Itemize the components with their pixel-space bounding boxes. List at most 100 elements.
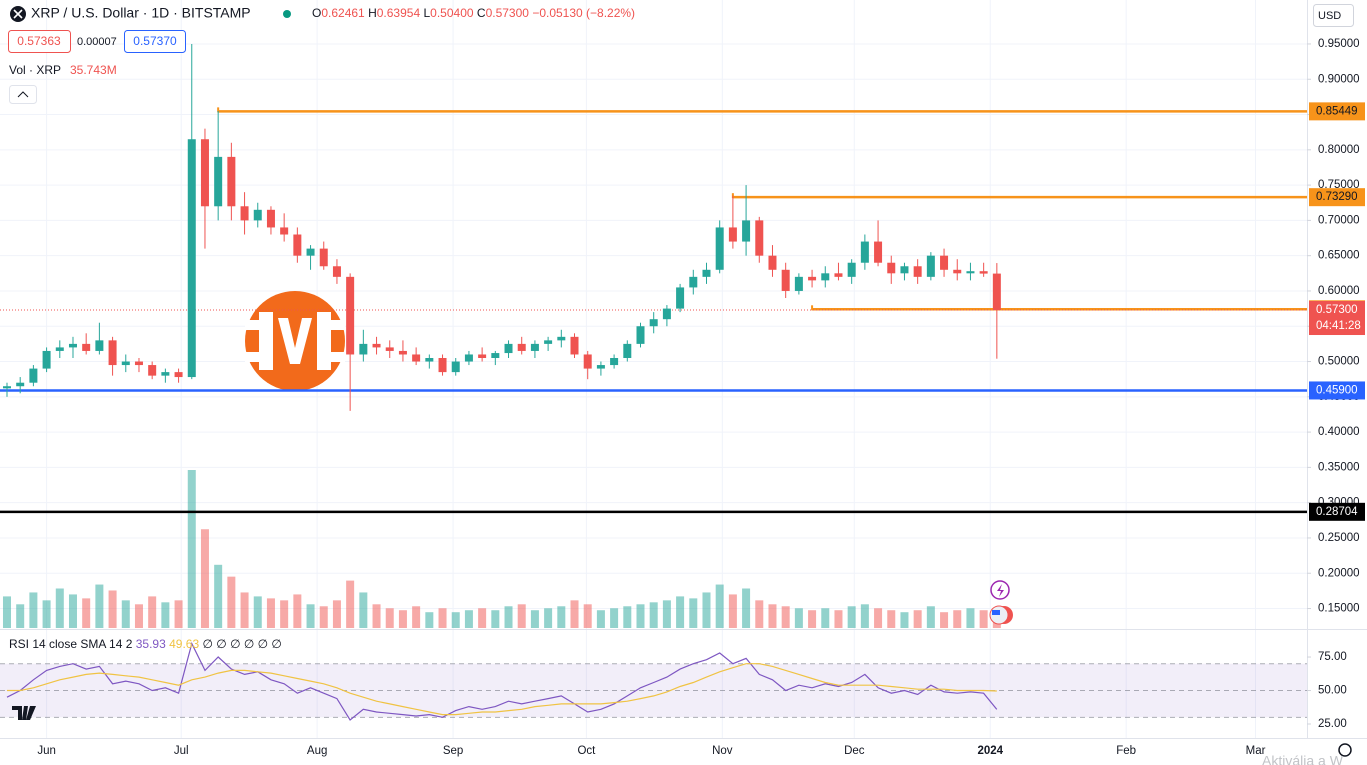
rsi-extra: ∅ ∅ ∅ ∅ ∅ ∅ bbox=[203, 637, 282, 651]
candle-body bbox=[42, 350, 51, 369]
candle-body bbox=[121, 361, 130, 366]
volume-bar bbox=[953, 610, 962, 628]
settings-button[interactable] bbox=[1338, 743, 1352, 757]
volume-bar bbox=[544, 608, 553, 628]
ohlc-value: 0.63954 bbox=[377, 6, 421, 20]
ohlc: O0.62461 H0.63954 L0.50400 C0.57300 −0.0… bbox=[312, 6, 635, 20]
volume-bar bbox=[570, 600, 579, 628]
volume-bar bbox=[438, 608, 447, 628]
candle-body bbox=[728, 227, 737, 242]
candle-body bbox=[557, 336, 566, 341]
candle-body bbox=[649, 319, 658, 327]
level-label-box bbox=[1309, 188, 1365, 207]
rsi-line bbox=[6, 641, 998, 721]
volume-bar bbox=[662, 600, 671, 628]
candle-body bbox=[148, 365, 157, 376]
volume-bar bbox=[530, 610, 539, 628]
candle-body bbox=[966, 271, 975, 274]
level-label: 0.73290 bbox=[1316, 191, 1358, 203]
last-price-label: 0.57300 bbox=[1316, 304, 1358, 316]
event-icon-glyph bbox=[997, 584, 1004, 597]
volume-bar bbox=[808, 610, 817, 628]
candle-body bbox=[860, 241, 869, 263]
volume-bar bbox=[55, 588, 64, 628]
level-label: 0.28704 bbox=[1316, 506, 1358, 518]
volume-bar bbox=[451, 612, 460, 628]
candle-body bbox=[464, 354, 473, 362]
candle-body bbox=[82, 343, 91, 351]
volume-label: Vol · XRP bbox=[9, 63, 61, 77]
volume-bar bbox=[517, 604, 526, 628]
y-tick-label: 0.40000 bbox=[1318, 426, 1360, 438]
level-label-box bbox=[1309, 381, 1365, 400]
candle-body bbox=[504, 343, 513, 354]
volume-bar bbox=[108, 590, 117, 628]
volume-bar bbox=[385, 608, 394, 628]
candle-body bbox=[214, 156, 223, 207]
candle-body bbox=[808, 276, 817, 281]
candle-body bbox=[544, 340, 553, 344]
volume-bar bbox=[2, 596, 11, 628]
candle-body bbox=[662, 308, 671, 320]
collapse-icon bbox=[17, 91, 29, 98]
candle-body bbox=[29, 368, 38, 383]
candle-body bbox=[702, 269, 711, 277]
y-tick-label: 0.80000 bbox=[1318, 144, 1360, 156]
level-label-box bbox=[1309, 502, 1365, 521]
candle-body bbox=[676, 287, 685, 309]
y-tick-label: 0.65000 bbox=[1318, 250, 1360, 262]
rsi-line bbox=[7, 663, 997, 716]
volume-bar bbox=[425, 612, 434, 628]
volume-bar bbox=[940, 612, 949, 628]
candle-body bbox=[2, 386, 11, 389]
volume-bar bbox=[966, 608, 975, 628]
event-icons bbox=[989, 580, 1013, 625]
candle-body bbox=[55, 347, 64, 351]
ohlc-value: 0.50400 bbox=[430, 6, 474, 20]
candle-body bbox=[174, 372, 183, 378]
volume-bar bbox=[926, 606, 935, 628]
volume-bar bbox=[174, 600, 183, 628]
rsi-tick-label: 50.00 bbox=[1318, 685, 1347, 697]
ohlc-key: L bbox=[423, 6, 430, 20]
candle-body bbox=[438, 358, 447, 373]
y-tick-label: 0.70000 bbox=[1318, 214, 1360, 226]
candle-body bbox=[940, 255, 949, 270]
candle-body bbox=[623, 343, 632, 359]
volume-bar bbox=[68, 594, 77, 628]
volume-bar bbox=[148, 596, 157, 628]
tv-logo bbox=[12, 706, 36, 720]
currency-button[interactable] bbox=[1313, 4, 1354, 27]
volume-bar bbox=[29, 592, 38, 628]
volume-bar bbox=[266, 598, 275, 628]
volume-bar bbox=[702, 592, 711, 628]
candle-body bbox=[979, 271, 988, 274]
market-status[interactable] bbox=[283, 10, 291, 18]
candle-body bbox=[596, 365, 605, 369]
volume-bar bbox=[887, 610, 896, 628]
volume-bar bbox=[134, 604, 143, 628]
volume-bar bbox=[874, 608, 883, 628]
bid-box[interactable] bbox=[8, 30, 71, 53]
candle-body bbox=[689, 276, 698, 288]
y-tick-label: 0.35000 bbox=[1318, 461, 1360, 473]
candle-body bbox=[240, 206, 249, 221]
candle-body bbox=[887, 262, 896, 274]
candle-body bbox=[742, 220, 751, 242]
candle-body bbox=[781, 269, 790, 291]
rsi-name: RSI 14 close SMA 14 2 bbox=[9, 637, 133, 651]
change: −0.05130 (−8.22%) bbox=[532, 6, 635, 20]
candle-body bbox=[200, 139, 209, 207]
ask-box[interactable] bbox=[124, 30, 186, 53]
ohlc-value: 0.62461 bbox=[321, 6, 365, 20]
x-tick-label: Jun bbox=[37, 745, 56, 757]
logo-glyph bbox=[245, 312, 345, 370]
volume-bar bbox=[240, 592, 249, 628]
volume-bar bbox=[187, 470, 196, 628]
last-price-box bbox=[1309, 301, 1365, 336]
candle-body bbox=[227, 156, 236, 207]
collapse-button[interactable] bbox=[9, 85, 37, 104]
volume-bar bbox=[464, 610, 473, 628]
volume-bar bbox=[913, 610, 922, 628]
